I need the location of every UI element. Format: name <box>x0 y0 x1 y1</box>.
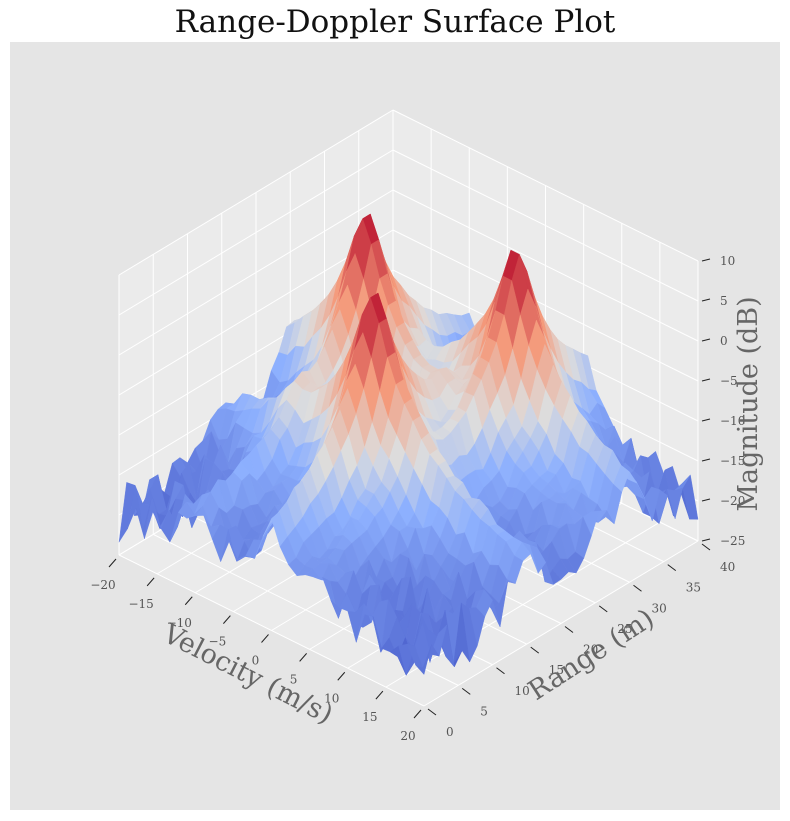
y-tick-label: 25 <box>617 622 632 636</box>
x-tick-label: −20 <box>90 578 115 592</box>
z-tick-mark <box>701 458 711 462</box>
y-tick-mark <box>530 646 540 654</box>
tick-labels: −20 −15 −10 −5 0 5 10 15 20 0 5 10 15 20 25 30 35 40 −25 −2… <box>90 254 745 743</box>
y-tick-label: 15 <box>549 663 564 677</box>
x-tick-label: −10 <box>167 616 192 630</box>
z-tick-mark <box>701 338 711 342</box>
x-tick-label: 5 <box>290 672 298 686</box>
z-tick-label: 10 <box>720 254 735 268</box>
z-tick-label: −20 <box>720 494 745 508</box>
x-tick-mark <box>108 558 117 568</box>
x-tick-mark <box>261 634 269 643</box>
y-tick-mark <box>496 667 505 675</box>
y-tick-mark <box>564 626 574 633</box>
y-tick-label: 30 <box>652 601 667 615</box>
grid-line-z <box>392 149 699 302</box>
z-tick-label: 0 <box>720 334 728 348</box>
z-tick-label: 5 <box>720 294 728 308</box>
x-tick-mark <box>299 653 308 662</box>
y-tick-mark <box>667 564 677 572</box>
x-tick-mark <box>146 577 155 587</box>
y-tick-mark <box>598 605 608 613</box>
grid-line-z <box>118 149 394 316</box>
z-tick-mark <box>701 538 711 542</box>
z-tick-mark <box>701 378 711 382</box>
z-tick-label: −10 <box>720 414 745 428</box>
grid-line-z <box>118 109 394 276</box>
z-tick-label: −25 <box>720 534 745 548</box>
grid-line-z <box>392 229 699 382</box>
y-tick-label: 35 <box>686 581 701 595</box>
x-tick-mark <box>222 615 231 624</box>
z-tick-mark <box>701 498 711 502</box>
z-tick-mark <box>701 418 711 422</box>
grid-line-y <box>118 554 425 707</box>
y-tick-mark <box>701 543 711 551</box>
y-tick-label: 0 <box>446 725 454 739</box>
y-tick-mark <box>461 687 471 695</box>
z-tick-label: −5 <box>720 374 738 388</box>
y-tick-mark <box>633 584 642 592</box>
z-tick-label: −15 <box>720 454 745 468</box>
y-tick-label: 40 <box>720 560 735 574</box>
grid-line-z <box>392 109 699 262</box>
surface-face <box>414 644 432 675</box>
grid-line-z <box>392 189 699 342</box>
tick-marks <box>108 258 711 719</box>
z-tick-mark <box>701 298 711 302</box>
z-tick-mark <box>701 258 711 262</box>
x-tick-label: 20 <box>400 729 415 743</box>
x-tick-label: −5 <box>209 635 227 649</box>
x-tick-label: −15 <box>128 597 153 611</box>
surface-mesh <box>118 213 699 676</box>
x-tick-mark <box>337 671 346 681</box>
x-tick-mark <box>184 596 193 606</box>
grid-line-z <box>118 189 394 356</box>
x-tick-label: 15 <box>362 710 377 724</box>
y-tick-label: 10 <box>515 684 530 698</box>
x-tick-mark <box>413 709 422 719</box>
y-tick-mark <box>427 708 437 716</box>
chart-title: Range-Doppler Surface Plot <box>174 4 616 40</box>
x-tick-mark <box>375 690 384 700</box>
y-tick-label: 5 <box>480 704 488 718</box>
y-tick-label: 20 <box>583 643 598 657</box>
z-axis-title: Magnitude (dB) <box>733 296 764 511</box>
x-tick-label: 0 <box>252 654 260 668</box>
x-tick-label: 10 <box>324 691 339 705</box>
